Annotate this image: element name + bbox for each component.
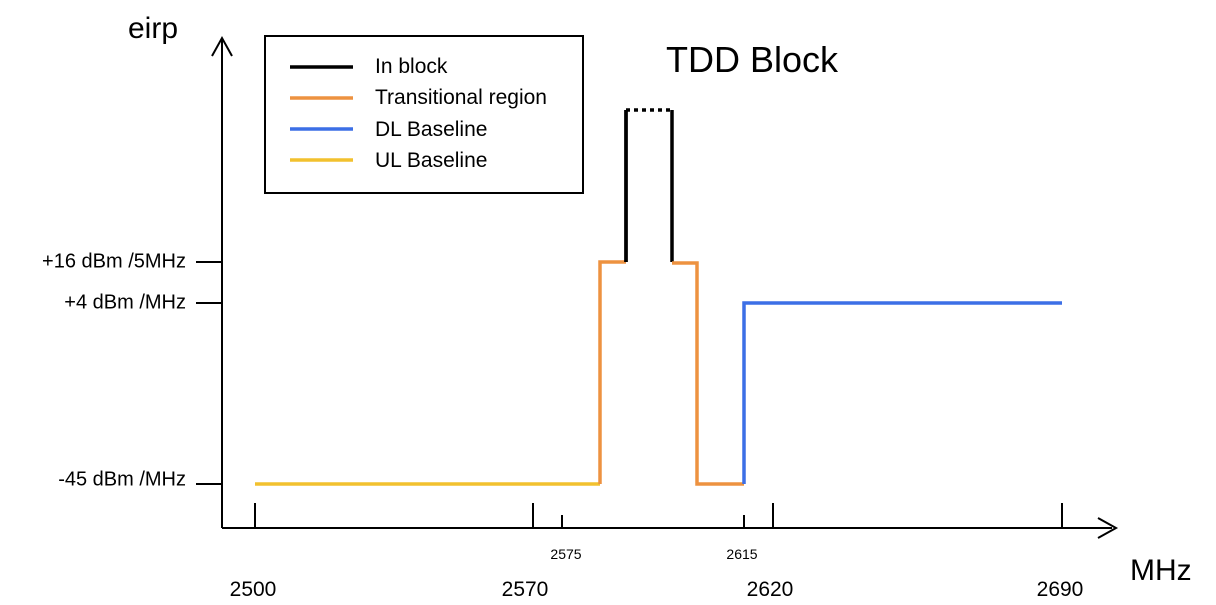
dl-baseline-line bbox=[742, 301, 1062, 484]
y-axis-title: eirp bbox=[128, 12, 178, 45]
legend-label-ul-baseline: UL Baseline bbox=[375, 149, 487, 172]
transitional-region-left-line bbox=[598, 260, 626, 484]
legend-label-transitional-region: Transitional region bbox=[375, 86, 547, 109]
y-axis bbox=[211, 35, 233, 528]
x-tick-label-2620: 2620 bbox=[747, 578, 794, 601]
transitional-region-right-line bbox=[672, 261, 744, 486]
x-axis bbox=[222, 517, 1119, 539]
y-tick-label-minus45dbm: -45 dBm /MHz bbox=[58, 468, 186, 490]
legend: In block Transitional region DL Baseline… bbox=[264, 35, 584, 194]
x-tick-label-2690: 2690 bbox=[1037, 578, 1084, 601]
x-tick-label-2500: 2500 bbox=[230, 578, 277, 601]
y-tick-label-4dbm: +4 dBm /MHz bbox=[64, 291, 186, 313]
x-tick-label-2575: 2575 bbox=[550, 546, 581, 562]
legend-label-dl-baseline: DL Baseline bbox=[375, 118, 487, 141]
x-tick-label-2570: 2570 bbox=[502, 578, 549, 601]
x-tick-label-2615: 2615 bbox=[726, 546, 757, 562]
legend-label-in-block: In block bbox=[375, 55, 448, 78]
legend-box bbox=[264, 35, 584, 194]
y-tick-label-16dbm: +16 dBm /5MHz bbox=[42, 250, 186, 272]
x-axis-title: MHz bbox=[1130, 554, 1192, 587]
chart-title: TDD Block bbox=[666, 39, 839, 80]
